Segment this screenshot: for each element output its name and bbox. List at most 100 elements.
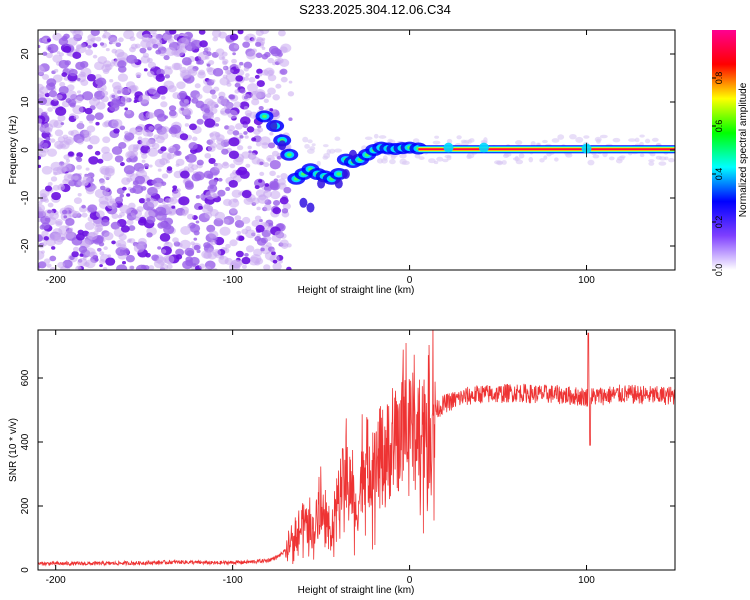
- noise-blob: [198, 205, 203, 210]
- noise-blob: [90, 30, 100, 37]
- noise-blob: [59, 81, 66, 87]
- noise-blob: [418, 156, 425, 160]
- noise-blob: [126, 54, 138, 64]
- noise-blob: [194, 83, 201, 89]
- noise-blob: [272, 259, 278, 264]
- noise-blob: [138, 168, 145, 174]
- noise-blob: [583, 135, 590, 139]
- noise-blob: [81, 180, 89, 187]
- noise-blob: [197, 51, 209, 61]
- noise-blob: [145, 252, 151, 258]
- colorbar-bar: [712, 30, 736, 270]
- spectrogram-ridge: [255, 110, 675, 213]
- noise-blob: [271, 248, 276, 253]
- noise-blob: [137, 136, 143, 141]
- noise-blob: [79, 71, 86, 78]
- noise-blob: [146, 232, 153, 238]
- noise-blob: [120, 225, 130, 233]
- noise-blob: [243, 67, 249, 72]
- noise-blob: [208, 59, 215, 66]
- noise-blob: [245, 229, 256, 239]
- noise-blob: [209, 114, 214, 118]
- noise-blob: [229, 172, 238, 179]
- noise-blob: [142, 52, 149, 58]
- noise-blob: [156, 256, 167, 265]
- noise-blob: [209, 89, 216, 95]
- noise-blob: [235, 123, 243, 130]
- noise-blob: [58, 37, 69, 46]
- noise-blob: [224, 138, 229, 143]
- noise-blob: [109, 79, 114, 83]
- noise-blob: [171, 132, 177, 138]
- noise-blob: [190, 241, 195, 246]
- noise-blob: [269, 131, 274, 136]
- noise-blob: [168, 105, 177, 112]
- noise-blob: [96, 77, 107, 86]
- ridge-blob: [317, 178, 326, 189]
- noise-blob: [106, 200, 117, 210]
- noise-blob: [147, 186, 158, 196]
- noise-blob: [203, 242, 211, 249]
- noise-blob: [218, 91, 226, 98]
- noise-blob: [243, 95, 249, 100]
- noise-blob: [255, 52, 263, 59]
- noise-blob: [41, 241, 48, 247]
- noise-blob: [512, 157, 521, 161]
- noise-blob: [658, 161, 667, 166]
- noise-blob: [67, 174, 73, 179]
- noise-blob: [204, 118, 216, 128]
- noise-blob: [46, 52, 53, 59]
- noise-blob: [128, 265, 135, 270]
- noise-blob: [245, 112, 252, 118]
- noise-blob: [58, 85, 69, 95]
- ridge-bump: [443, 142, 454, 153]
- noise-blob: [96, 247, 102, 252]
- x-tick-label: -100: [223, 575, 243, 586]
- noise-blob: [502, 153, 510, 158]
- noise-blob: [208, 157, 216, 164]
- noise-blob: [228, 180, 238, 188]
- noise-blob: [163, 223, 172, 230]
- noise-blob: [38, 261, 47, 269]
- noise-blob: [254, 74, 260, 79]
- noise-blob: [242, 123, 248, 129]
- noise-blob: [167, 146, 176, 153]
- noise-blob: [256, 68, 263, 75]
- noise-blob: [110, 221, 121, 230]
- y-tick-label: 600: [20, 369, 31, 386]
- noise-blob: [575, 136, 584, 143]
- noise-blob: [251, 137, 257, 142]
- noise-blob: [57, 114, 66, 122]
- noise-blob: [138, 94, 150, 104]
- noise-blob: [38, 66, 45, 76]
- noise-blob: [237, 145, 244, 151]
- noise-blob: [38, 137, 44, 145]
- noise-blob: [194, 171, 205, 181]
- noise-blob: [130, 208, 142, 219]
- noise-blob: [198, 263, 206, 269]
- noise-blob: [157, 222, 165, 229]
- noise-blob: [90, 251, 95, 255]
- noise-blob: [47, 107, 53, 112]
- noise-blob: [85, 49, 94, 56]
- noise-blob: [107, 254, 112, 258]
- noise-blob: [188, 142, 198, 150]
- noise-blob: [543, 155, 548, 160]
- noise-blob: [206, 224, 216, 233]
- noise-blob: [161, 126, 170, 133]
- noise-blob: [120, 96, 130, 104]
- noise-blob: [99, 42, 105, 46]
- noise-blob: [180, 225, 191, 235]
- noise-blob: [209, 107, 218, 115]
- x-tick-label: 100: [578, 575, 595, 586]
- noise-blob: [71, 251, 79, 258]
- noise-blob: [97, 158, 104, 164]
- noise-blob: [38, 164, 42, 168]
- noise-blob: [207, 145, 216, 152]
- noise-blob: [245, 245, 255, 253]
- noise-blob: [199, 40, 208, 48]
- spectrogram-y-label: Frequency (Hz): [8, 116, 19, 185]
- noise-blob: [648, 161, 655, 166]
- noise-blob: [218, 55, 225, 61]
